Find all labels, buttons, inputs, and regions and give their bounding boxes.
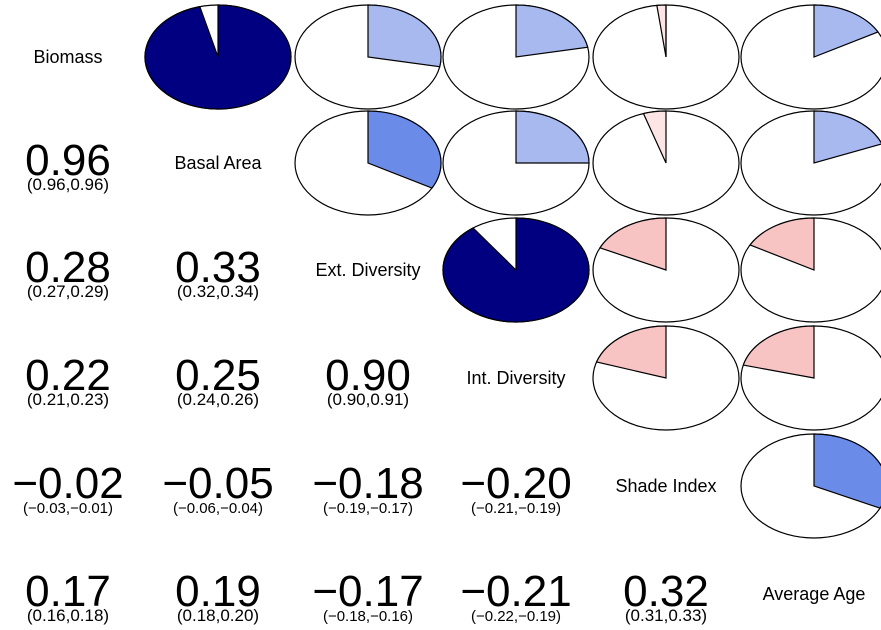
corr-ci-r1c0: (0.96,0.96)	[27, 175, 109, 194]
pie-r1c5	[740, 110, 881, 216]
corr-ci-r4c2: (−0.19,−0.17)	[323, 500, 413, 517]
pie-r1c4	[592, 110, 740, 216]
corr-value-r5c1: 0.19	[175, 567, 261, 616]
corr-ci-r5c1: (0.18,0.20)	[177, 606, 259, 625]
corr-ci-r4c3: (−0.21,−0.19)	[471, 500, 561, 517]
pie-slice-r4c5	[813, 433, 881, 509]
corr-value-r3c0: 0.22	[25, 351, 111, 400]
pie-r2c5	[740, 217, 881, 323]
pie-r0c4	[592, 4, 740, 110]
corr-value-r4c1: −0.05	[162, 459, 273, 508]
pie-r0c1	[144, 4, 292, 110]
pie-r0c3	[442, 4, 590, 110]
corr-value-r1c0: 0.96	[25, 136, 111, 185]
corr-ci-r3c0: (0.21,0.23)	[27, 390, 109, 409]
pie-r4c5	[740, 433, 881, 539]
corr-value-r3c2: 0.90	[325, 351, 411, 400]
corr-ci-r5c3: (−0.22,−0.19)	[471, 608, 561, 625]
variable-label-int-diversity: Int. Diversity	[466, 368, 565, 388]
corr-ci-r5c2: (−0.18,−0.16)	[323, 608, 413, 625]
pie-r1c2	[294, 110, 442, 216]
corr-value-r4c0: −0.02	[12, 459, 123, 508]
variable-label-ext-diversity: Ext. Diversity	[315, 260, 420, 280]
corr-ci-r4c0: (−0.03,−0.01)	[23, 500, 113, 517]
corr-value-r2c0: 0.28	[25, 243, 111, 292]
corr-ci-r5c4: (0.31,0.33)	[625, 606, 707, 625]
corr-value-r5c3: −0.21	[460, 567, 571, 616]
pie-r2c4	[592, 217, 740, 323]
pie-r1c3	[442, 110, 590, 216]
corr-value-r2c1: 0.33	[175, 243, 261, 292]
pie-slice-r3c5	[742, 325, 815, 379]
pie-slice-r2c4	[599, 217, 667, 271]
pie-slice-r1c4	[642, 110, 667, 164]
pie-slice-r2c3	[442, 217, 590, 323]
corr-value-r5c2: −0.17	[312, 567, 423, 616]
corr-value-r5c4: 0.32	[623, 567, 709, 616]
corr-ci-r2c1: (0.32,0.34)	[177, 282, 259, 301]
corr-ci-r2c0: (0.27,0.29)	[27, 282, 109, 301]
corr-value-r3c1: 0.25	[175, 351, 261, 400]
corr-value-r5c0: 0.17	[25, 567, 111, 616]
corr-ci-r5c0: (0.16,0.18)	[27, 606, 109, 625]
corr-ci-r3c2: (0.90,0.91)	[327, 390, 409, 409]
pie-slice-r1c5	[813, 110, 881, 164]
pie-slice-r1c2	[367, 110, 442, 189]
pie-r3c4	[592, 325, 740, 431]
corr-ci-r4c1: (−0.06,−0.04)	[173, 500, 263, 517]
variable-label-shade-index: Shade Index	[615, 476, 716, 496]
pie-r3c5	[740, 325, 881, 431]
variable-label-average-age: Average Age	[763, 584, 866, 604]
pie-slice-r0c3	[515, 4, 589, 58]
pie-slice-r0c1	[144, 4, 292, 110]
pie-slice-r1c3	[515, 110, 590, 164]
pie-r0c5	[740, 4, 881, 110]
variable-label-basal-area: Basal Area	[174, 153, 262, 173]
pie-r2c3	[442, 217, 590, 323]
corr-value-r4c2: −0.18	[312, 459, 423, 508]
pie-r0c2	[294, 4, 442, 110]
variable-label-biomass: Biomass	[33, 47, 102, 67]
corr-ci-r3c1: (0.24,0.26)	[177, 390, 259, 409]
pie-slice-r3c4	[595, 325, 667, 379]
pie-slice-r2c5	[749, 217, 815, 271]
pie-slice-r0c2	[367, 4, 442, 68]
pie-slice-r0c5	[813, 4, 879, 58]
corr-value-r4c3: −0.20	[460, 459, 571, 508]
